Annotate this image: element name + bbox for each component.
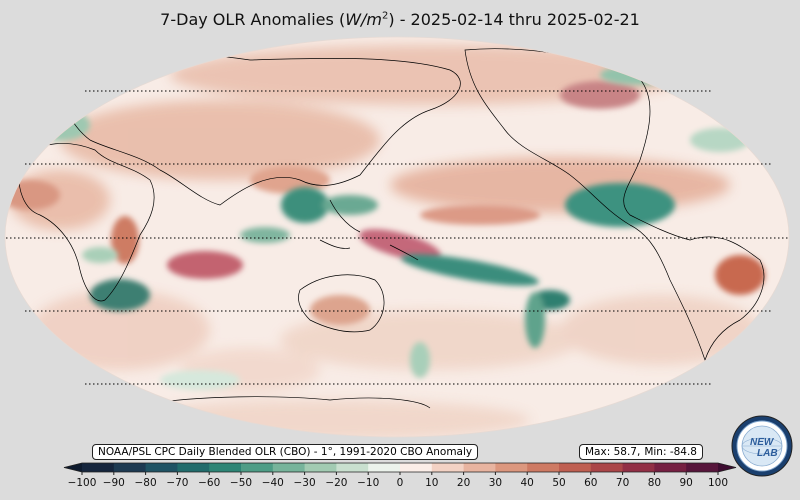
svg-text:NEW: NEW bbox=[750, 437, 775, 448]
colorbar-tick-label: 40 bbox=[521, 477, 534, 489]
anomaly-field bbox=[5, 37, 789, 437]
colorbar-swatch bbox=[495, 463, 528, 472]
colorbar-tick-label: 10 bbox=[425, 477, 438, 489]
colorbar-tick-label: 100 bbox=[708, 477, 728, 489]
colorbar-tick-label: −80 bbox=[135, 477, 157, 489]
colorbar-swatch bbox=[368, 463, 401, 472]
colorbar-tick-label: −100 bbox=[68, 477, 97, 489]
colorbar-swatch bbox=[686, 463, 719, 472]
colorbar-swatch bbox=[82, 463, 115, 472]
colorbar-swatch bbox=[431, 463, 465, 472]
colorbar-swatch bbox=[622, 463, 655, 472]
colorbar-tick-label: 50 bbox=[552, 477, 565, 489]
colorbar-tick-label: 80 bbox=[648, 477, 661, 489]
latitude-lines bbox=[6, 90, 788, 385]
svg-text:LAB: LAB bbox=[757, 448, 778, 459]
colorbar-tick-label: −30 bbox=[294, 477, 316, 489]
stats-box: Max: 58.7, Min: -84.8 bbox=[579, 444, 703, 460]
source-label: NOAA/PSL CPC Daily Blended OLR (CBO) - 1… bbox=[92, 444, 479, 460]
colorbar-swatch bbox=[654, 463, 687, 472]
coastlines bbox=[18, 48, 765, 409]
max-value: Max: 58.7, bbox=[585, 446, 641, 458]
colorbar-swatch bbox=[145, 463, 178, 472]
colorbar-tick-label: −10 bbox=[357, 477, 379, 489]
colorbar-tick-label: −40 bbox=[262, 477, 284, 489]
colorbar-swatch bbox=[272, 463, 306, 472]
colorbar-tick-label: 90 bbox=[680, 477, 693, 489]
colorbar-ticks: −100 −90 −80 −70 −60 −50 −40 −30 −20 −10 0 10 20 30 40… bbox=[68, 472, 728, 489]
colorbar-swatch bbox=[304, 463, 337, 472]
colorbar-swatch bbox=[113, 463, 147, 472]
colorbar-tick-label: −70 bbox=[166, 477, 188, 489]
map-title: 7-Day OLR Anomalies (W/m2) - 2025-02-14 … bbox=[160, 10, 640, 29]
colorbar-tick-label: 20 bbox=[457, 477, 470, 489]
colorbar-tick-label: −60 bbox=[198, 477, 220, 489]
colorbar-swatch bbox=[463, 463, 496, 472]
colorbar-tick-label: 0 bbox=[397, 477, 404, 489]
colorbar-swatch bbox=[177, 463, 210, 472]
lab-logo: NEW LAB bbox=[731, 415, 793, 477]
colorbar-tick-label: 70 bbox=[616, 477, 629, 489]
colorbar-swatch bbox=[559, 463, 592, 472]
colorbar-extend-max bbox=[718, 463, 736, 472]
min-value: Min: -84.8 bbox=[644, 446, 697, 458]
colorbar-swatches bbox=[63, 462, 737, 473]
colorbar-tick-label: 60 bbox=[584, 477, 597, 489]
colorbar-swatch bbox=[241, 463, 274, 472]
colorbar-swatch bbox=[209, 463, 242, 472]
colorbar-swatch bbox=[527, 463, 560, 472]
colorbar-tick-label: 30 bbox=[489, 477, 502, 489]
colorbar-tick-label: −50 bbox=[230, 477, 252, 489]
colorbar-extend-min bbox=[64, 463, 82, 472]
colorbar-swatch bbox=[336, 463, 369, 472]
colorbar-tick-label: −20 bbox=[325, 477, 347, 489]
colorbar-swatch bbox=[400, 463, 433, 472]
colorbar-swatch bbox=[590, 463, 624, 472]
colorbar-tick-label: −90 bbox=[103, 477, 125, 489]
